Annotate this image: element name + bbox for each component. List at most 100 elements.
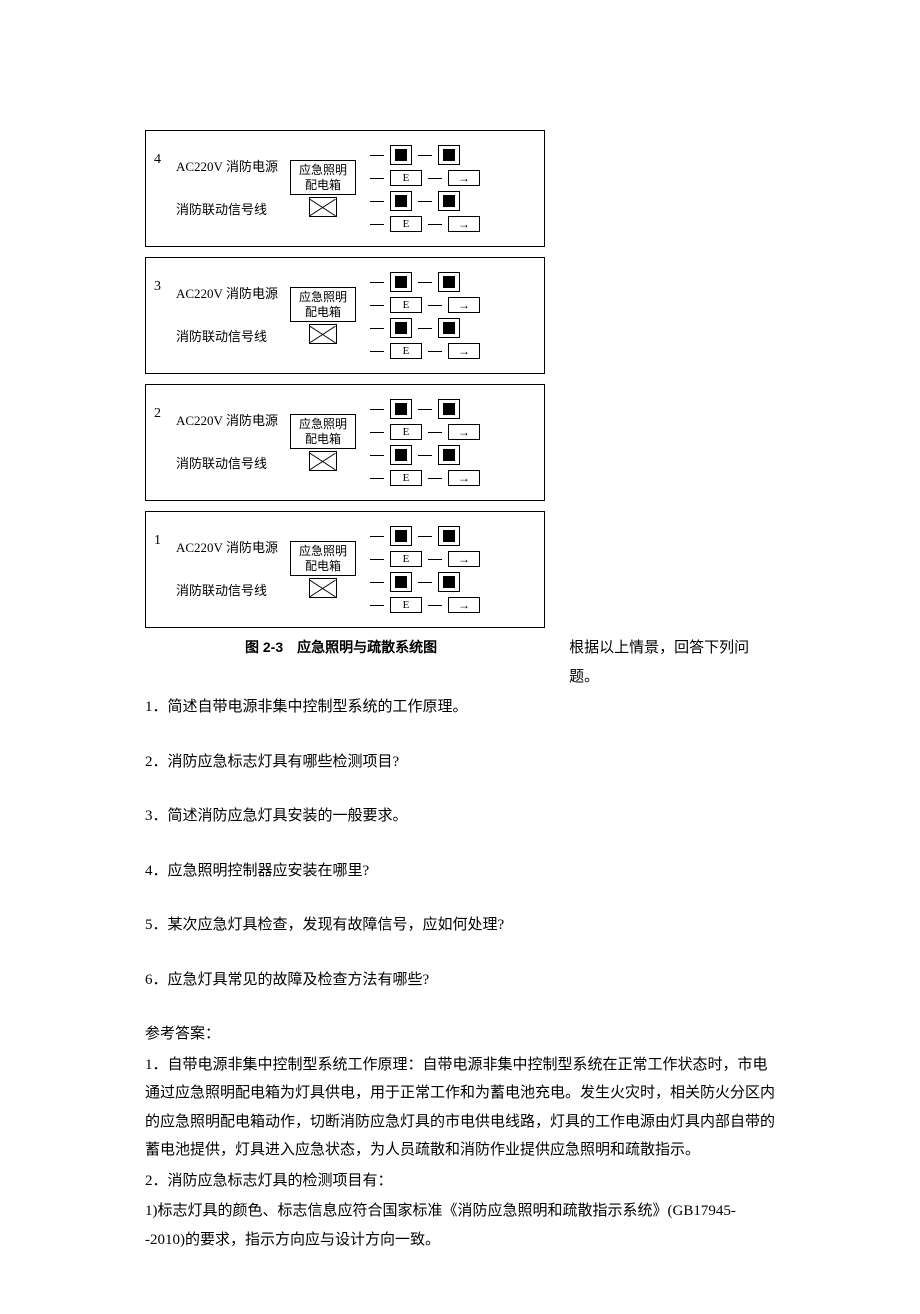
floor-block: 2 AC220V 消防电源 消防联动信号线 应急照明 配电箱 E → E → [145,384,545,501]
emergency-lamp-icon [390,526,412,546]
emergency-lamp-icon [390,318,412,338]
dist-box-line1: 应急照明 [299,290,347,304]
distribution-box: 应急照明 配电箱 [290,414,356,449]
signal-line-label: 消防联动信号线 [176,198,278,223]
distribution-box: 应急照明 配电箱 [290,541,356,576]
emergency-lamp-icon [438,318,460,338]
direction-sign-icon: → [448,216,480,232]
lamp-row [370,145,480,165]
direction-sign-icon: → [448,424,480,440]
emergency-lamp-icon [438,526,460,546]
document-page: 4 AC220V 消防电源 消防联动信号线 应急照明 配电箱 [0,0,920,1314]
exit-sign-icon: E [390,170,422,186]
wire-icon [370,201,384,202]
exit-sign-icon: E [390,424,422,440]
floor-inputs: AC220V 消防电源 消防联动信号线 [176,282,278,349]
emergency-lamp-icon [390,572,412,592]
lamp-row [370,191,480,211]
ac-power-label: AC220V 消防电源 [176,409,278,434]
direction-sign-icon: → [448,551,480,567]
question-5: 5．某次应急灯具检查，发现有故障信号，应如何处理? [145,911,775,940]
question-4: 4．应急照明控制器应安装在哪里? [145,857,775,886]
lamp-row: E → [370,170,480,186]
emergency-lamp-icon [438,399,460,419]
question-2: 2．消防应急标志灯具有哪些检测项目? [145,748,775,777]
exit-sign-icon: E [390,343,422,359]
lamp-grid: E → E → [370,526,480,613]
emergency-lamp-icon [390,445,412,465]
floor-block: 3 AC220V 消防电源 消防联动信号线 应急照明 配电箱 E → E → [145,257,545,374]
ac-power-label: AC220V 消防电源 [176,282,278,307]
answer-1: 1．自带电源非集中控制型系统工作原理：自带电源非集中控制型系统在正常工作状态时，… [145,1051,775,1165]
ac-power-label: AC220V 消防电源 [176,536,278,561]
dist-box-line1: 应急照明 [299,417,347,431]
exit-sign-icon: E [390,597,422,613]
distribution-box: 应急照明 配电箱 [290,287,356,322]
distribution-box-group: 应急照明 配电箱 [290,160,356,217]
emergency-lamp-icon [438,191,460,211]
distribution-box: 应急照明 配电箱 [290,160,356,195]
answer-2-item1: 1)标志灯具的颜色、标志信息应符合国家标准《消防应急照明和疏散指示系统》(GB1… [145,1197,775,1254]
direction-sign-icon: → [448,170,480,186]
exit-sign-icon: E [390,297,422,313]
question-6: 6．应急灯具常见的故障及检查方法有哪些? [145,966,775,995]
caption-row: 图 2-3 应急照明与疏散系统图 根据以上情景，回答下列问题。 [145,634,775,691]
direction-sign-icon: → [448,343,480,359]
floor-inputs: AC220V 消防电源 消防联动信号线 [176,536,278,603]
dist-box-line2: 配电箱 [305,432,341,446]
emergency-lamp-icon [390,191,412,211]
signal-line-label: 消防联动信号线 [176,325,278,350]
lamp-grid: E → E → [370,272,480,359]
direction-sign-icon: → [448,297,480,313]
cross-symbol-icon [309,324,337,344]
cross-symbol-icon [309,197,337,217]
distribution-box-group: 应急照明 配电箱 [290,414,356,471]
direction-sign-icon: → [448,470,480,486]
wire-icon [418,155,432,156]
answers-label: 参考答案： [145,1020,775,1049]
emergency-lamp-icon [438,445,460,465]
wire-icon [370,178,384,179]
floor-number: 2 [154,401,168,428]
exit-sign-icon: E [390,216,422,232]
floor-number: 4 [154,147,168,174]
lamp-grid: E → E → [370,399,480,486]
signal-line-label: 消防联动信号线 [176,452,278,477]
emergency-lamp-icon [438,572,460,592]
lamp-grid: E → E → [370,145,480,232]
emergency-lamp-icon [390,272,412,292]
wire-icon [370,155,384,156]
floor-number: 1 [154,528,168,555]
figure-caption: 图 2-3 应急照明与疏散系统图 [145,634,537,661]
wire-icon [370,224,384,225]
emergency-lamp-icon [390,145,412,165]
direction-sign-icon: → [448,597,480,613]
cross-symbol-icon [309,451,337,471]
distribution-box-group: 应急照明 配电箱 [290,541,356,598]
dist-box-line1: 应急照明 [299,163,347,177]
question-3: 3．简述消防应急灯具安装的一般要求。 [145,802,775,831]
dist-box-line2: 配电箱 [305,178,341,192]
system-diagram: 4 AC220V 消防电源 消防联动信号线 应急照明 配电箱 [145,130,545,628]
signal-line-label: 消防联动信号线 [176,579,278,604]
answer-2-head: 2．消防应急标志灯具的检测项目有： [145,1167,775,1196]
caption-side-text: 根据以上情景，回答下列问题。 [569,634,775,691]
exit-sign-icon: E [390,551,422,567]
floor-number: 3 [154,274,168,301]
wire-icon [418,201,432,202]
dist-box-line1: 应急照明 [299,544,347,558]
distribution-box-group: 应急照明 配电箱 [290,287,356,344]
floor-inputs: AC220V 消防电源 消防联动信号线 [176,155,278,222]
exit-sign-icon: E [390,470,422,486]
question-1: 1．简述自带电源非集中控制型系统的工作原理。 [145,693,775,722]
cross-symbol-icon [309,578,337,598]
wire-icon [428,224,442,225]
floor-block: 4 AC220V 消防电源 消防联动信号线 应急照明 配电箱 [145,130,545,247]
emergency-lamp-icon [390,399,412,419]
floor-block: 1 AC220V 消防电源 消防联动信号线 应急照明 配电箱 E → E → [145,511,545,628]
lamp-row: E → [370,216,480,232]
wire-icon [428,178,442,179]
dist-box-line2: 配电箱 [305,305,341,319]
emergency-lamp-icon [438,272,460,292]
floor-inputs: AC220V 消防电源 消防联动信号线 [176,409,278,476]
